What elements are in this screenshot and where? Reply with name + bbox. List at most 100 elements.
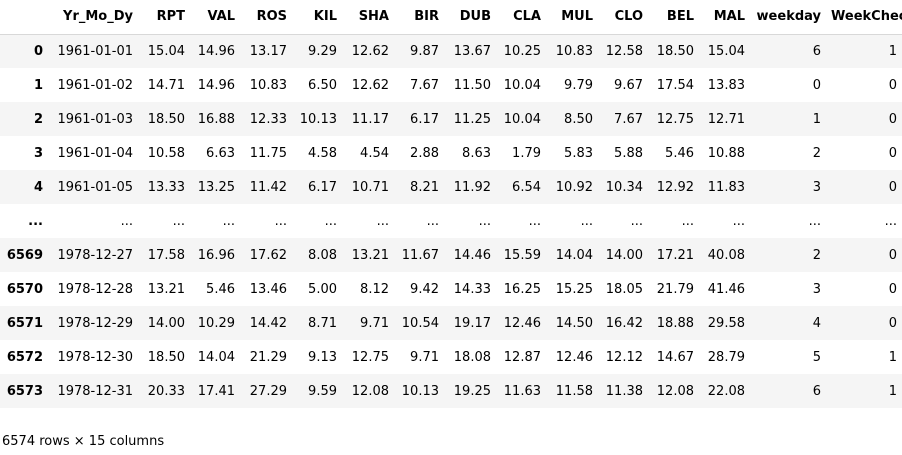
table-cell: 8.50 — [564, 111, 593, 127]
table-cell: 14.67 — [656, 349, 694, 365]
table-cell: 15.59 — [503, 247, 541, 263]
column-header: MAL — [699, 0, 750, 35]
table-cell: 12.87 — [503, 349, 541, 365]
table-cell: 7.67 — [410, 77, 439, 93]
table-cell: 15.25 — [555, 281, 593, 297]
table-cell: 18.88 — [656, 315, 694, 331]
table-cell: 18.50 — [147, 349, 185, 365]
table-cell: ... — [478, 213, 491, 229]
table-cell: 15.04 — [707, 43, 745, 59]
table-cell: 2.88 — [410, 145, 439, 161]
table-cell: 1 — [888, 43, 897, 59]
table-cell: 40.08 — [707, 247, 745, 263]
table-cell: 1961-01-01 — [57, 43, 133, 59]
row-column-summary: 6574 rows × 15 columns — [2, 434, 165, 449]
table-cell: 4 — [812, 315, 821, 331]
table-row: 6570 1978-12-28 13.21 5.46 13.46 5.00 8.12 9.42… — [0, 272, 902, 306]
table-cell: 22.08 — [707, 383, 745, 399]
table-cell: 16.42 — [605, 315, 643, 331]
row-index: 0 — [33, 43, 43, 59]
table-cell: 11.75 — [249, 145, 287, 161]
row-index: 6572 — [6, 349, 43, 365]
table-cell: 9.71 — [410, 349, 439, 365]
table-cell: 16.88 — [197, 111, 235, 127]
table-cell: 10.29 — [197, 315, 235, 331]
row-index: 1 — [33, 77, 43, 93]
table-cell: 1961-01-02 — [57, 77, 133, 93]
table-cell: 13.25 — [197, 179, 235, 195]
table-cell: 10.83 — [249, 77, 287, 93]
table-cell: 12.46 — [503, 315, 541, 331]
table-cell: 8.71 — [308, 315, 337, 331]
table-cell: 17.41 — [197, 383, 235, 399]
table-cell: 0 — [888, 145, 897, 161]
table-cell: 1 — [812, 111, 821, 127]
table-cell: 9.42 — [410, 281, 439, 297]
table-cell: 12.71 — [707, 111, 745, 127]
table-cell: 14.04 — [197, 349, 235, 365]
table-cell: 12.75 — [351, 349, 389, 365]
table-cell: ... — [222, 213, 235, 229]
column-header: ROS — [240, 0, 292, 35]
table-cell: 1978-12-28 — [57, 281, 133, 297]
table-cell: 9.13 — [308, 349, 337, 365]
column-header: VAL — [190, 0, 240, 35]
table-cell: 3 — [812, 179, 821, 195]
table-cell: 19.25 — [453, 383, 491, 399]
table-cell: 0 — [812, 77, 821, 93]
table-cell: 14.71 — [147, 77, 185, 93]
table-cell: 10.54 — [401, 315, 439, 331]
table-cell: 0 — [888, 77, 897, 93]
table-cell: 10.04 — [503, 77, 541, 93]
table-cell: 6.17 — [410, 111, 439, 127]
column-header: RPT — [138, 0, 190, 35]
row-index: 6570 — [6, 281, 43, 297]
table-cell: 17.21 — [656, 247, 694, 263]
table-cell: 5.83 — [564, 145, 593, 161]
table-cell: 11.50 — [453, 77, 491, 93]
table-cell: 13.21 — [147, 281, 185, 297]
table-cell: 11.42 — [249, 179, 287, 195]
table-cell: 20.33 — [147, 383, 185, 399]
column-header: Yr_Mo_Dy — [48, 0, 138, 35]
table-cell: 9.71 — [360, 315, 389, 331]
table-cell: 11.58 — [555, 383, 593, 399]
table-cell: ... — [426, 213, 439, 229]
table-cell: 1 — [888, 383, 897, 399]
column-header: CLO — [598, 0, 648, 35]
table-cell: 14.42 — [249, 315, 287, 331]
table-cell: 1978-12-27 — [57, 247, 133, 263]
column-header: weekday — [750, 0, 826, 35]
table-cell: 9.79 — [564, 77, 593, 93]
row-index: 6571 — [6, 315, 43, 331]
table-cell: 16.96 — [197, 247, 235, 263]
table-cell: 29.58 — [707, 315, 745, 331]
table-cell: 14.33 — [453, 281, 491, 297]
table-cell: 28.79 — [707, 349, 745, 365]
table-cell: 10.71 — [351, 179, 389, 195]
table-cell: 3 — [812, 281, 821, 297]
table-row: 3 1961-01-04 10.58 6.63 11.75 4.58 4.54 2.88 8.6… — [0, 136, 902, 170]
table-cell: ... — [732, 213, 745, 229]
table-cell: ... — [120, 213, 133, 229]
table-row: 6571 1978-12-29 14.00 10.29 14.42 8.71 9.71 10.… — [0, 306, 902, 340]
table-cell: 14.96 — [197, 77, 235, 93]
row-index: 3 — [33, 145, 43, 161]
table-cell: 5.00 — [308, 281, 337, 297]
table-cell: 8.63 — [462, 145, 491, 161]
table-cell: 10.25 — [503, 43, 541, 59]
table-cell: 11.63 — [503, 383, 541, 399]
table-cell: 13.83 — [707, 77, 745, 93]
table-cell: 12.62 — [351, 77, 389, 93]
table-cell: 13.21 — [351, 247, 389, 263]
table-cell: 18.50 — [147, 111, 185, 127]
table-cell: 6 — [812, 43, 821, 59]
table-cell: 1961-01-05 — [57, 179, 133, 195]
table-cell: 0 — [888, 281, 897, 297]
table-cell: 6.50 — [308, 77, 337, 93]
table-cell: 4.58 — [308, 145, 337, 161]
table-cell: 1.79 — [512, 145, 541, 161]
table-cell: 12.62 — [351, 43, 389, 59]
table-cell: ... — [376, 213, 389, 229]
